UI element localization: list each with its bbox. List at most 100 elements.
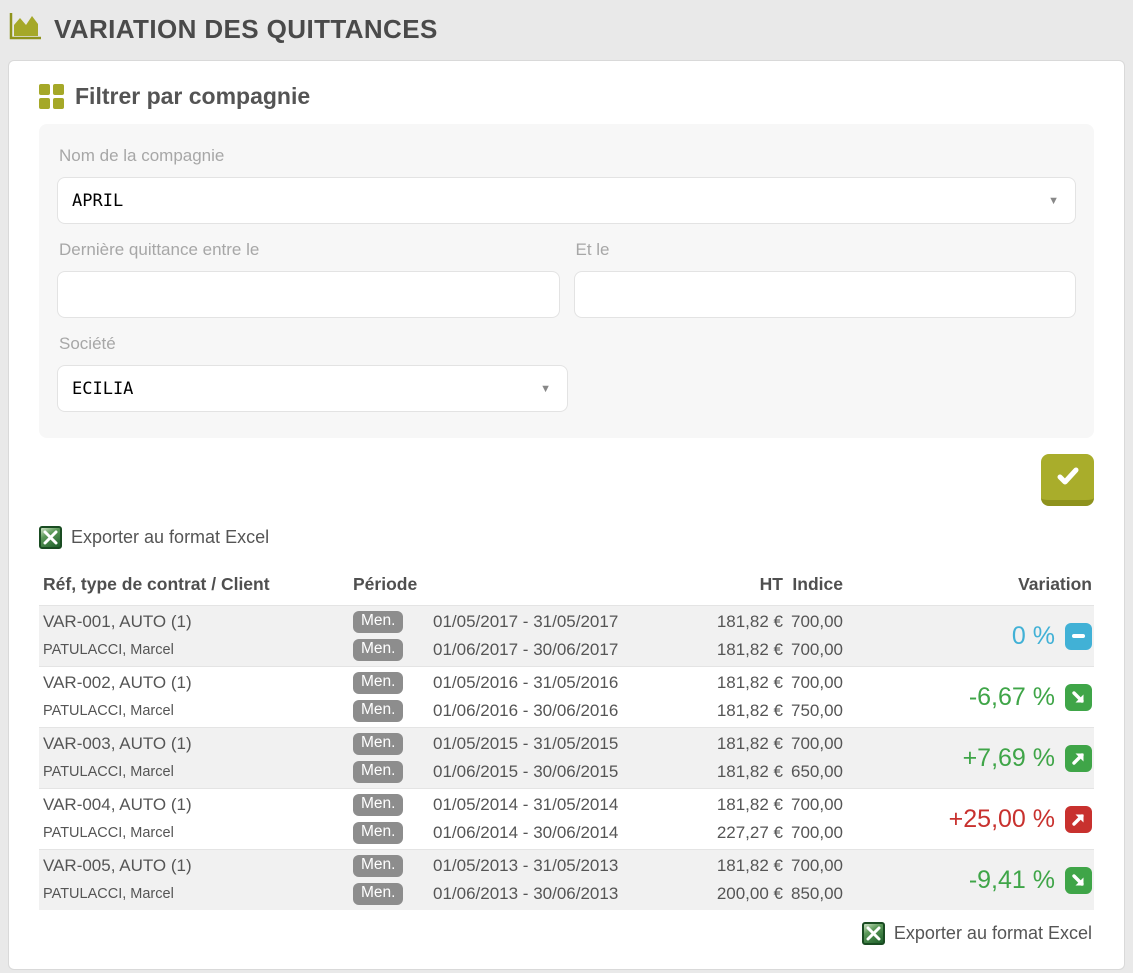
period-range: 01/06/2014 - 30/06/2014 (433, 823, 619, 842)
period-range: 01/05/2013 - 31/05/2013 (433, 856, 619, 875)
company-label: Nom de la compagnie (59, 146, 225, 165)
ht-value: 181,82 € (716, 701, 783, 720)
period-range: 01/06/2015 - 30/06/2015 (433, 762, 619, 781)
contract-ref: VAR-005, AUTO (1) (43, 856, 192, 875)
company-select-value: APRIL (72, 190, 124, 211)
table-row: VAR-002, AUTO (1) PATULACCI, Marcel Men.… (39, 666, 1094, 727)
header-ht: HT (759, 574, 783, 594)
table-row: VAR-005, AUTO (1) PATULACCI, Marcel Men.… (39, 849, 1094, 910)
excel-icon (861, 922, 885, 945)
contract-ref: VAR-001, AUTO (1) (43, 612, 192, 631)
societe-select[interactable]: ECILIA ▼ (57, 365, 568, 412)
filter-section-title: Filtrer par compagnie (75, 83, 311, 109)
excel-icon (39, 526, 62, 549)
period-badge: Men. (353, 672, 404, 694)
page-header: VARIATION DES QUITTANCES (0, 0, 1133, 60)
variation-table: Réf, type de contrat / Client Période HT… (39, 574, 1094, 910)
period-badge: Men. (353, 611, 404, 633)
client-name: PATULACCI, Marcel (43, 825, 174, 841)
date-to-input[interactable] (573, 271, 1076, 318)
indice-value: 700,00 (791, 640, 843, 659)
date-to-label: Et le (575, 240, 610, 259)
client-name: PATULACCI, Marcel (43, 886, 174, 902)
indice-value: 850,00 (791, 884, 843, 903)
filter-panel: Nom de la compagnie APRIL ▼ Dernière qui… (39, 124, 1094, 438)
period-badge: Men. (353, 733, 404, 755)
company-select[interactable]: APRIL ▼ (57, 177, 1076, 224)
export-excel-label: Exporter au format Excel (71, 527, 270, 547)
table-row: VAR-004, AUTO (1) PATULACCI, Marcel Men.… (39, 788, 1094, 849)
period-range: 01/05/2016 - 31/05/2016 (433, 673, 619, 692)
period-range: 01/06/2013 - 30/06/2013 (433, 884, 619, 903)
client-name: PATULACCI, Marcel (43, 642, 174, 658)
contract-ref: VAR-003, AUTO (1) (43, 734, 192, 753)
indice-value: 650,00 (791, 762, 843, 781)
page-title: VARIATION DES QUITTANCES (54, 13, 438, 44)
export-excel-link-bottom[interactable]: Exporter au format Excel (861, 922, 1092, 945)
ht-value: 181,82 € (716, 640, 783, 659)
variation-up-arrow-icon (1065, 744, 1092, 772)
header-ref: Réf, type de contrat / Client (43, 574, 270, 594)
submit-filter-button[interactable] (1041, 454, 1094, 506)
variation-cell: -9,41 % (843, 852, 1092, 908)
period-range: 01/05/2015 - 31/05/2015 (433, 734, 619, 753)
header-dates (433, 574, 683, 595)
variation-value: +7,69 % (962, 743, 1055, 772)
indice-value: 700,00 (791, 673, 843, 692)
variation-value: +25,00 % (948, 804, 1055, 833)
period-range: 01/05/2017 - 31/05/2017 (433, 612, 619, 631)
header-variation: Variation (1018, 574, 1092, 594)
ht-value: 181,82 € (716, 795, 783, 814)
ht-value: 181,82 € (716, 673, 783, 692)
ht-value: 181,82 € (716, 612, 783, 631)
export-excel-link-top[interactable]: Exporter au format Excel (39, 526, 269, 549)
variation-down-arrow-icon (1065, 866, 1092, 894)
variation-cell: -6,67 % (843, 669, 1092, 725)
ht-value: 227,27 € (716, 823, 783, 842)
indice-value: 700,00 (791, 612, 843, 631)
export-excel-label: Exporter au format Excel (893, 923, 1092, 943)
period-range: 01/06/2016 - 30/06/2016 (433, 701, 619, 720)
date-from-label: Dernière quittance entre le (59, 240, 260, 259)
societe-label: Société (59, 334, 116, 353)
header-periode: Période (353, 574, 418, 594)
variation-cell: +25,00 % (843, 791, 1092, 847)
variation-flat-icon (1065, 622, 1092, 650)
variation-up-arrow-icon (1065, 805, 1092, 833)
date-from-input[interactable] (57, 271, 560, 318)
ht-value: 181,82 € (716, 856, 783, 875)
header-indice: Indice (792, 574, 843, 594)
variation-value: 0 % (1011, 621, 1055, 650)
indice-value: 700,00 (791, 734, 843, 753)
ht-value: 200,00 € (716, 884, 783, 903)
chevron-down-icon: ▼ (1048, 194, 1059, 207)
period-badge: Men. (353, 794, 404, 816)
period-badge: Men. (353, 883, 404, 905)
period-range: 01/06/2017 - 30/06/2017 (433, 640, 619, 659)
main-card: Filtrer par compagnie Nom de la compagni… (8, 60, 1125, 970)
period-badge: Men. (353, 700, 404, 722)
period-badge: Men. (353, 822, 404, 844)
chevron-down-icon: ▼ (540, 382, 551, 395)
period-badge: Men. (353, 639, 404, 661)
indice-value: 750,00 (791, 701, 843, 720)
ht-value: 181,82 € (716, 762, 783, 781)
period-range: 01/05/2014 - 31/05/2014 (433, 795, 619, 814)
grid-icon (39, 84, 64, 109)
indice-value: 700,00 (791, 856, 843, 875)
indice-value: 700,00 (791, 823, 843, 842)
area-chart-icon (8, 12, 42, 46)
client-name: PATULACCI, Marcel (43, 764, 174, 780)
check-icon (1055, 465, 1081, 490)
variation-value: -6,67 % (968, 682, 1055, 711)
period-badge: Men. (353, 855, 404, 877)
indice-value: 700,00 (791, 795, 843, 814)
period-badge: Men. (353, 761, 404, 783)
variation-cell: 0 % (843, 608, 1092, 664)
contract-ref: VAR-002, AUTO (1) (43, 673, 192, 692)
ht-value: 181,82 € (716, 734, 783, 753)
filter-section-header: Filtrer par compagnie (39, 83, 1094, 110)
societe-select-value: ECILIA (72, 378, 134, 399)
client-name: PATULACCI, Marcel (43, 703, 174, 719)
table-row: VAR-003, AUTO (1) PATULACCI, Marcel Men.… (39, 727, 1094, 788)
